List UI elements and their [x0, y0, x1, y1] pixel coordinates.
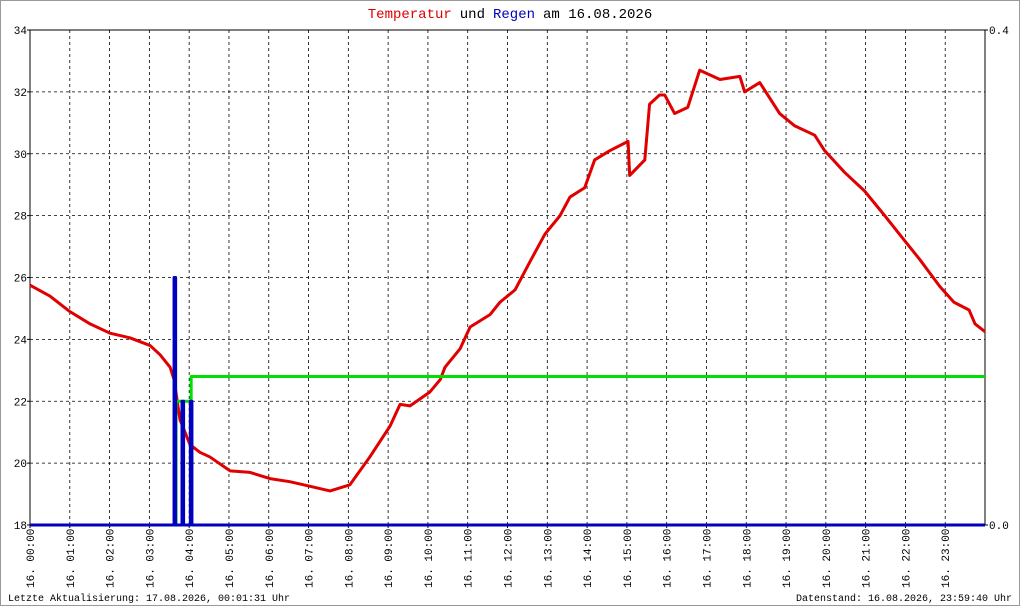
y-tick-label: 32	[14, 88, 27, 100]
x-tick-label: 16. 12:00	[504, 529, 516, 588]
x-tick-label: 16. 10:00	[424, 529, 436, 588]
x-tick-label: 16. 01:00	[66, 529, 78, 588]
x-tick-label: 16. 04:00	[185, 529, 197, 588]
x-tick-label: 16. 15:00	[623, 529, 635, 588]
x-tick-label: 16. 09:00	[384, 529, 396, 588]
x-tick-label: 16. 21:00	[862, 529, 874, 588]
footer-left: Letzte Aktualisierung: 17.08.2026, 00:01…	[8, 593, 290, 605]
chart-title: Temperatur und Regen am 16.08.2026	[368, 7, 652, 23]
x-tick-label: 16. 13:00	[543, 529, 555, 588]
x-tick-label: 16. 08:00	[344, 529, 356, 588]
title-part: und	[460, 7, 485, 23]
x-tick-label: 16. 05:00	[225, 529, 237, 588]
x-tick-label: 16. 22:00	[901, 529, 913, 588]
y2-tick-label: 0.4	[989, 26, 1009, 38]
x-tick-label: 16. 14:00	[583, 529, 595, 588]
x-tick-label: 16. 03:00	[145, 529, 157, 588]
x-tick-label: 16. 16:00	[663, 529, 675, 588]
x-tick-label: 16. 18:00	[742, 529, 754, 588]
y-tick-label: 30	[14, 150, 27, 162]
footer-right: Datenstand: 16.08.2026, 23:59:40 Uhr	[796, 593, 1012, 605]
title-part: Temperatur	[368, 7, 452, 23]
y-tick-label: 20	[14, 459, 27, 471]
y-tick-label: 22	[14, 397, 27, 409]
title-part: Regen	[493, 7, 535, 23]
y-tick-label: 24	[14, 335, 28, 347]
y-tick-label: 26	[14, 274, 27, 286]
x-tick-label: 16. 06:00	[265, 529, 277, 588]
x-tick-label: 16. 07:00	[305, 529, 317, 588]
x-tick-label: 16. 00:00	[26, 529, 38, 588]
x-tick-label: 16. 20:00	[822, 529, 834, 588]
y2-tick-label: 0.0	[989, 521, 1009, 533]
x-tick-label: 16. 19:00	[782, 529, 794, 588]
y-tick-label: 34	[14, 26, 28, 38]
y-tick-label: 18	[14, 521, 27, 533]
x-tick-label: 16. 02:00	[106, 529, 118, 588]
x-tick-label: 16. 11:00	[464, 529, 476, 588]
series-line	[30, 276, 985, 527]
title-part: am 16.08.2026	[543, 7, 652, 23]
y-tick-label: 28	[14, 212, 27, 224]
x-tick-label: 16. 23:00	[941, 529, 953, 588]
x-tick-label: 16. 17:00	[702, 529, 714, 588]
